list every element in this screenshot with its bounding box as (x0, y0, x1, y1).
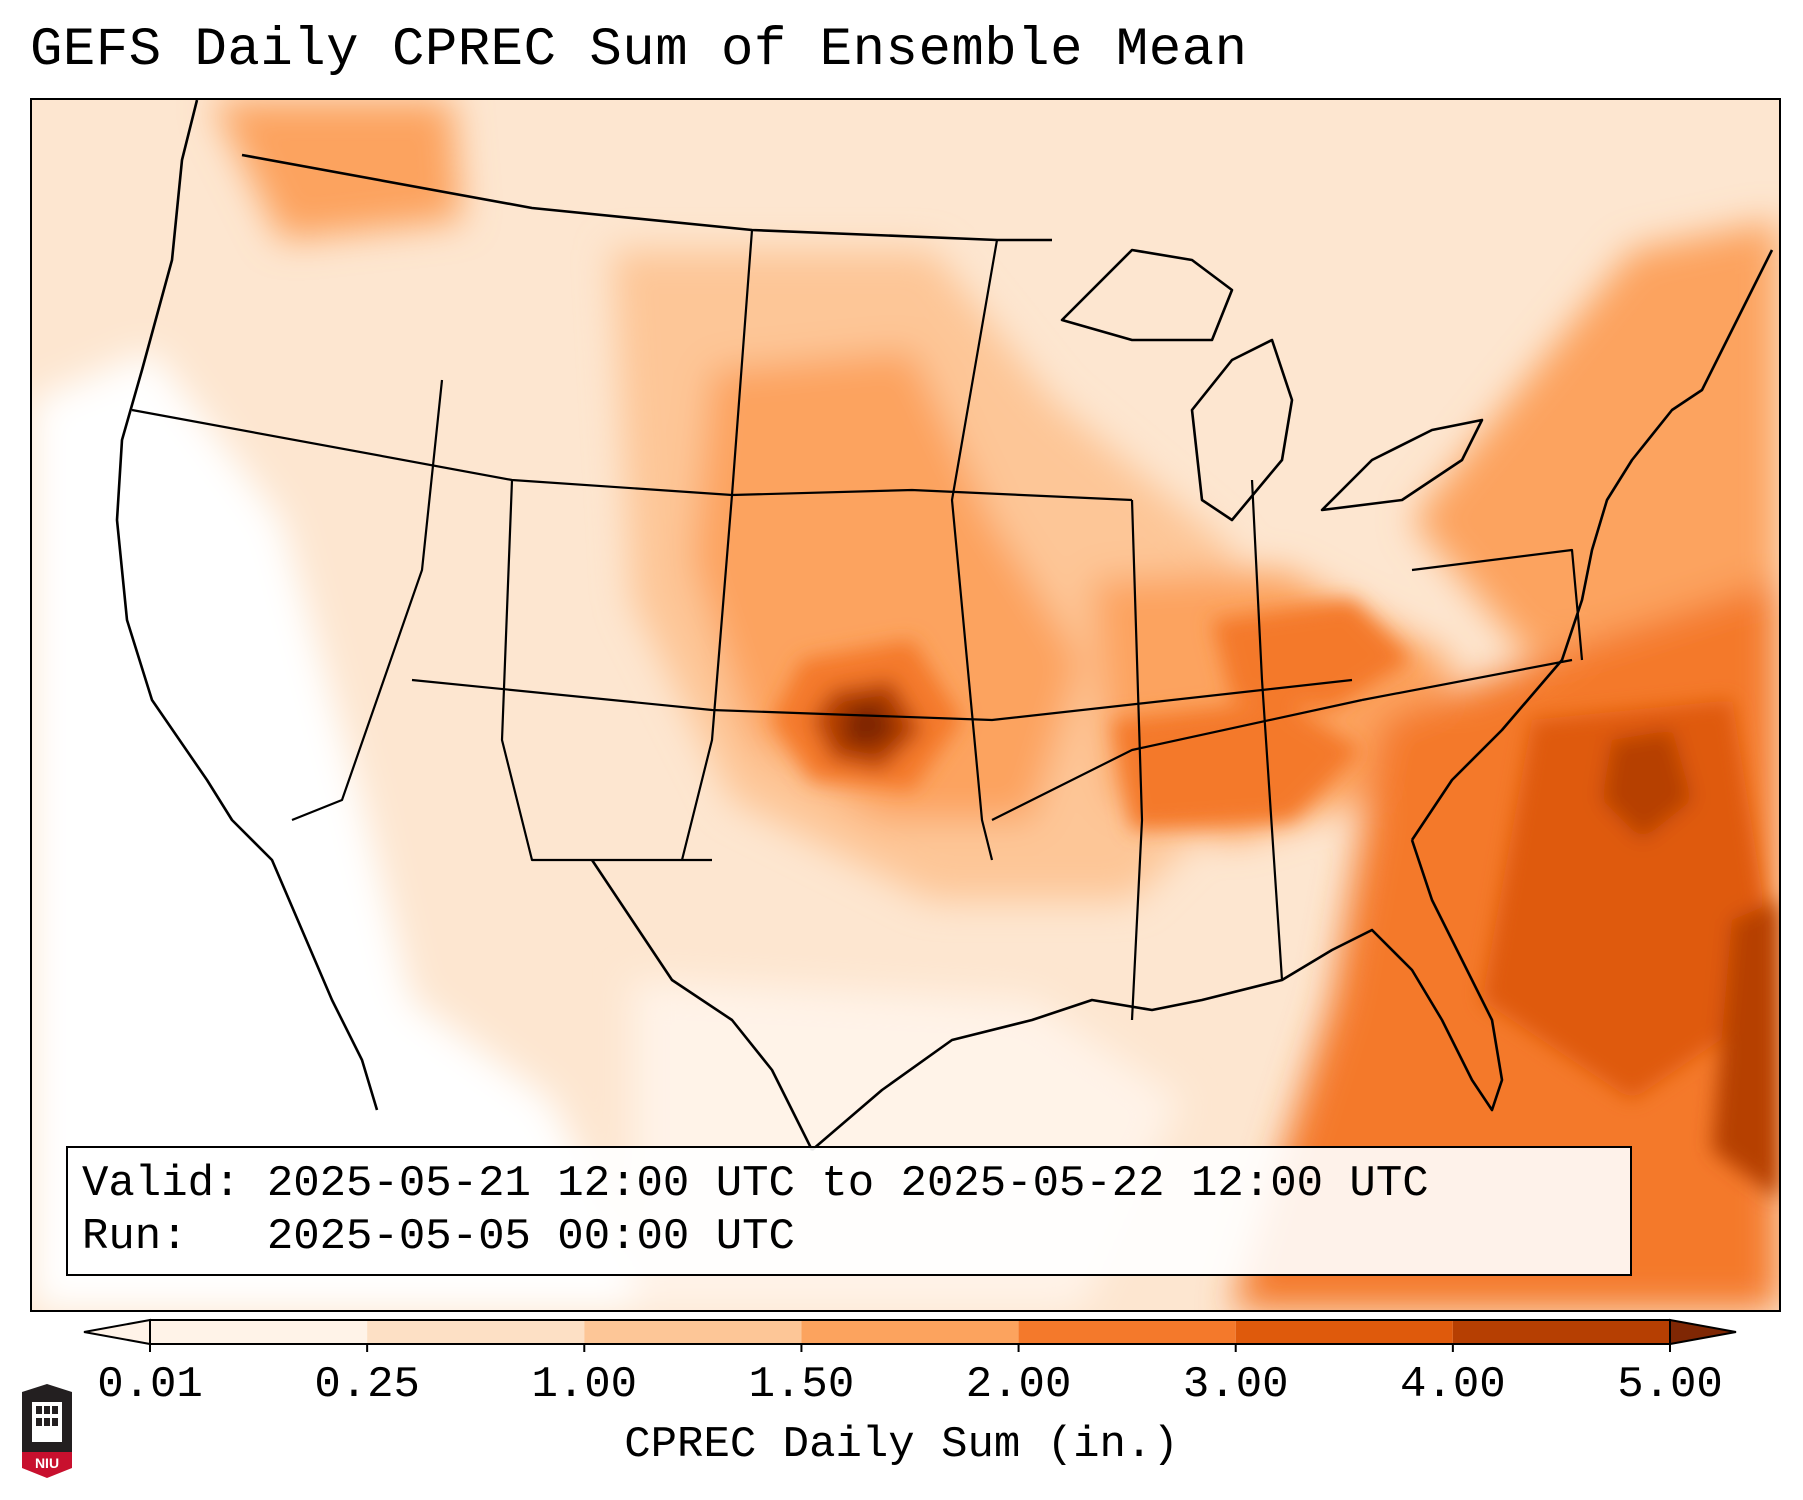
niu-logo: NIU (22, 1384, 72, 1478)
colorbar-segment (801, 1320, 1019, 1344)
run-label: Run: (82, 1212, 188, 1262)
colorbar-tick-label: 0.25 (314, 1360, 420, 1410)
colorbar-tick-label: 4.00 (1400, 1360, 1506, 1410)
colorbar-segment (1452, 1320, 1670, 1344)
colorbar-tick-label: 5.00 (1617, 1360, 1723, 1410)
precip-field (32, 100, 1779, 1310)
colorbar-tick-label: 2.00 (965, 1360, 1072, 1410)
svg-text:NIU: NIU (35, 1455, 59, 1471)
colorbar-segment (584, 1320, 802, 1344)
colorbar-tick-label: 3.00 (1182, 1360, 1289, 1410)
colorbar-tick-label: 1.50 (748, 1360, 855, 1410)
precip-map (30, 98, 1781, 1312)
run-value: 2025-05-05 00:00 UTC (266, 1212, 795, 1262)
colorbar-label: CPREC Daily Sum (in.) (624, 1420, 1179, 1470)
valid-value: 2025-05-21 12:00 UTC to 2025-05-22 12:00… (266, 1159, 1429, 1209)
colorbar-extend-low (83, 1318, 151, 1346)
colorbar-tick-label: 1.00 (531, 1360, 638, 1410)
colorbar-segment (150, 1320, 368, 1344)
colorbar (83, 1318, 1737, 1352)
colorbar-segment (1235, 1320, 1453, 1344)
info-box: Valid: 2025-05-21 12:00 UTC to 2025-05-2… (66, 1146, 1632, 1276)
colorbar-tick-label: 0.01 (97, 1360, 203, 1410)
colorbar-segment (367, 1320, 585, 1344)
map-title: GEFS Daily CPREC Sum of Ensemble Mean (30, 20, 1248, 81)
colorbar-segment (1018, 1320, 1236, 1344)
valid-label: Valid: (82, 1159, 241, 1209)
colorbar-extend-high (1669, 1318, 1737, 1346)
